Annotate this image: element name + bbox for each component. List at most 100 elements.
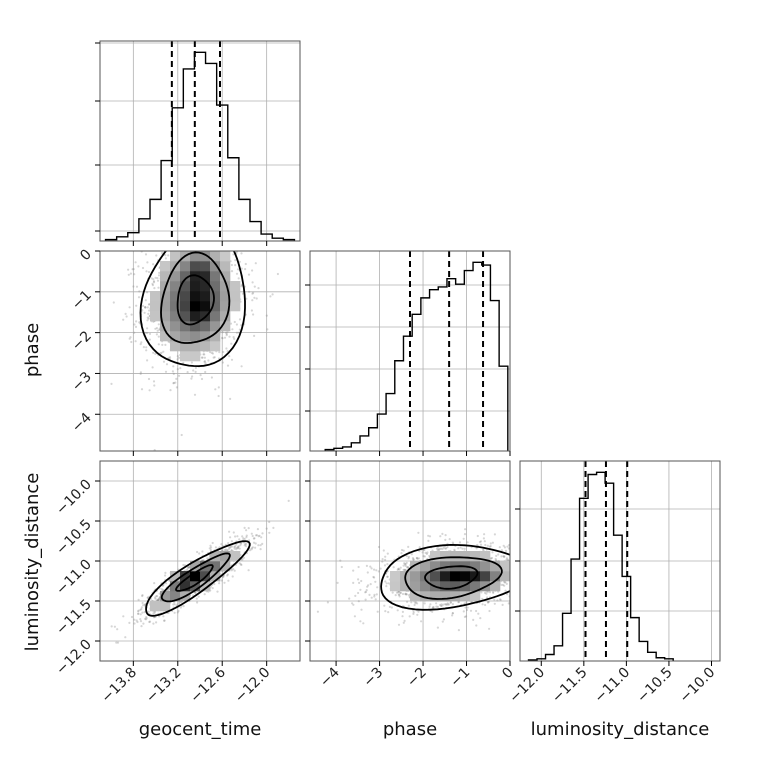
scatter-point: [372, 575, 375, 579]
scatter-point: [191, 242, 193, 244]
scatter-point: [420, 620, 423, 623]
scatter-point: [457, 601, 460, 604]
scatter-point: [208, 248, 210, 250]
density-cell: [190, 251, 201, 262]
scatter-point: [144, 306, 147, 309]
scatter-point: [238, 328, 241, 331]
scatter-point: [210, 351, 213, 354]
density-cell: [440, 591, 451, 602]
scatter-point: [151, 243, 153, 245]
scatter-point: [489, 557, 493, 560]
scatter-point: [441, 547, 444, 551]
contour-line: [160, 552, 231, 603]
scatter-point: [144, 305, 147, 309]
scatter-point: [245, 534, 248, 537]
scatter-point: [128, 337, 131, 340]
scatter-point: [410, 601, 413, 604]
scatter-point: [373, 568, 376, 571]
density-cell: [170, 251, 181, 262]
scatter-point: [226, 548, 229, 552]
y-tick-label: −3: [69, 369, 95, 395]
scatter-point: [155, 254, 158, 257]
scatter-point: [461, 547, 464, 550]
scatter-point: [228, 546, 231, 549]
scatter-point: [156, 329, 159, 332]
scatter-point: [248, 290, 251, 293]
scatter-point: [253, 537, 256, 540]
scatter-point: [412, 558, 415, 561]
scatter-point: [407, 557, 410, 560]
scatter-point: [168, 579, 171, 582]
density-cell: [490, 561, 501, 572]
scatter-point: [484, 543, 487, 547]
scatter-point: [235, 543, 238, 546]
density-cell: [180, 571, 191, 582]
scatter-point: [145, 270, 148, 273]
scatter-point: [422, 555, 425, 558]
scatter-point: [188, 236, 190, 238]
scatter-point: [511, 571, 513, 573]
scatter-point: [178, 356, 181, 359]
scatter-point: [130, 340, 133, 344]
scatter-point: [154, 597, 157, 600]
scatter-point: [444, 547, 447, 550]
scatter-point: [176, 358, 179, 361]
scatter-point: [225, 334, 228, 337]
scatter-point: [369, 583, 372, 586]
scatter-point: [357, 565, 360, 569]
scatter-point: [435, 602, 438, 605]
density-cell: [170, 271, 181, 282]
density-panel-s20: [110, 499, 290, 644]
scatter-point: [486, 544, 489, 547]
scatter-point: [244, 262, 247, 266]
scatter-point: [146, 359, 149, 362]
scatter-point: [348, 597, 351, 600]
scatter-point: [242, 556, 245, 559]
density-cell: [170, 341, 181, 352]
scatter-point: [200, 235, 202, 237]
density-cell: [480, 561, 491, 572]
scatter-point: [173, 242, 175, 244]
scatter-point: [479, 617, 482, 620]
scatter-point: [237, 547, 240, 550]
scatter-point: [261, 532, 264, 535]
scatter-point: [138, 321, 141, 324]
scatter-point: [402, 549, 405, 552]
density-cell: [210, 291, 221, 302]
scatter-point: [234, 535, 237, 538]
scatter-point: [405, 593, 408, 596]
scatter-point: [210, 217, 212, 219]
scatter-point: [351, 602, 354, 605]
scatter-point: [240, 365, 243, 368]
scatter-point: [428, 535, 432, 538]
scatter-point: [240, 285, 243, 288]
scatter-point: [451, 614, 454, 617]
density-cell: [220, 261, 231, 272]
scatter-point: [446, 545, 449, 549]
scatter-point: [492, 591, 495, 595]
scatter-point: [139, 343, 142, 346]
scatter-point: [391, 591, 394, 594]
scatter-point: [475, 547, 478, 550]
scatter-point: [210, 546, 213, 549]
scatter-point: [360, 608, 363, 611]
scatter-point: [168, 579, 171, 582]
scatter-point: [463, 602, 466, 605]
scatter-point: [459, 546, 462, 549]
scatter-point: [180, 433, 183, 437]
x-tick-label: 0: [499, 665, 517, 683]
density-cell: [220, 271, 231, 282]
scatter-point: [217, 386, 220, 389]
scatter-point: [441, 532, 444, 536]
scatter-point: [513, 582, 515, 584]
scatter-point: [510, 552, 512, 554]
scatter-point: [386, 575, 389, 578]
scatter-point: [340, 565, 343, 569]
scatter-point: [192, 248, 194, 250]
density-cell: [440, 561, 451, 572]
scatter-point: [164, 370, 168, 373]
scatter-point: [381, 560, 384, 563]
density-cell: [430, 551, 441, 562]
scatter-point: [399, 566, 402, 569]
scatter-point: [383, 604, 386, 607]
